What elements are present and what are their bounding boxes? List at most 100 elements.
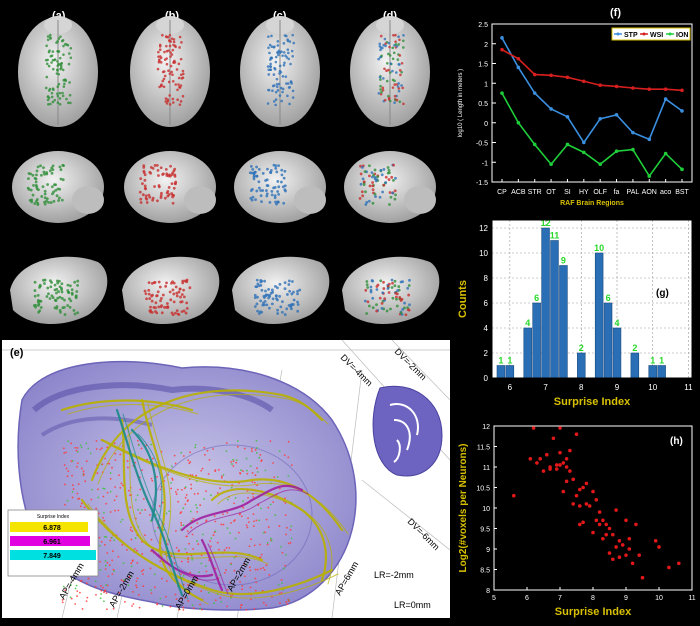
projection-dot [61, 601, 64, 604]
projection-dot [76, 450, 79, 453]
projection-dot [105, 536, 108, 538]
projection-dot [65, 451, 68, 454]
projection-dot [290, 464, 293, 467]
bar-value-label: 1 [507, 356, 512, 366]
projection-dot [111, 559, 114, 562]
projection-dot [226, 498, 229, 501]
scatter-point [657, 545, 661, 549]
y-tick-label: 2 [484, 349, 489, 358]
projection-dot [218, 548, 220, 551]
projection-dot [219, 597, 222, 599]
axon-fiber [107, 443, 349, 535]
projection-dot [193, 580, 195, 583]
projection-dot [134, 498, 137, 501]
projection-dot [269, 503, 272, 506]
panel-label-e: (e) [10, 347, 24, 359]
projection-dot [74, 446, 77, 449]
projection-dot [103, 591, 105, 594]
projection-dot [114, 452, 116, 455]
inset-bar [10, 522, 88, 532]
projection-dot [254, 568, 257, 571]
projection-dot [223, 549, 226, 552]
axon-fiber [127, 423, 269, 565]
projection-dot [245, 563, 248, 566]
projection-dot [114, 509, 116, 512]
projection-dot [287, 475, 290, 477]
projection-dot [97, 488, 99, 491]
projection-dot [80, 446, 83, 449]
projection-dot [209, 545, 212, 548]
scatter-point [571, 477, 575, 482]
projection-dot [194, 443, 197, 446]
projection-dot [230, 486, 233, 489]
scatter-point [541, 469, 546, 473]
projection-dot [104, 568, 107, 570]
projection-dot [270, 537, 272, 540]
x-tick-label: OLF [593, 189, 607, 196]
scatter-point [581, 485, 585, 490]
projection-dot [260, 553, 263, 556]
projection-dot [182, 507, 185, 510]
projection-dot [76, 590, 79, 593]
projection-dot [123, 579, 126, 581]
scatter-point [564, 479, 569, 484]
surprise-index-inset: Surprise Index 6.878 6.961 7.849 [7, 509, 99, 577]
bar-value-label: 4 [525, 318, 530, 328]
x-tick-label: 7 [543, 383, 548, 392]
projection-dot [67, 440, 70, 443]
y-tick-label: 8.5 [480, 568, 490, 575]
projection-dot [249, 569, 252, 572]
projection-dot [89, 452, 92, 455]
projection-dot [237, 531, 240, 534]
projection-dot [253, 520, 255, 523]
projection-dot [204, 565, 207, 567]
projection-dot [242, 506, 245, 509]
projection-dot [108, 462, 111, 465]
projection-dot [126, 549, 128, 551]
scatter-point [568, 448, 572, 453]
bar-value-label: 11 [550, 231, 560, 241]
projection-dot [167, 473, 169, 476]
y-tick-label: -0.5 [476, 141, 488, 148]
projection-dot [102, 586, 104, 589]
projection-dot [201, 608, 203, 611]
projection-dot [182, 455, 185, 457]
data-point-ion [598, 162, 602, 167]
projection-dot [152, 457, 154, 460]
projection-dot [105, 502, 108, 505]
data-point-wsi [680, 88, 684, 93]
scatter-point [548, 467, 552, 471]
projection-dot [173, 562, 176, 564]
projection-dot [150, 538, 153, 541]
projection-dot [153, 586, 156, 589]
projection-dot [196, 579, 199, 582]
projection-dot [62, 447, 65, 450]
projection-dot [267, 526, 270, 528]
projection-dot [114, 486, 117, 488]
y-tick-label: 1 [484, 81, 488, 88]
panel-g-histogram: 0 2 4 6 8 10 12 6 7 8 9 10 11 1 1 4 6 12 11 9 2 10 6 4 2 1 1 (g) Sur… [452, 208, 700, 408]
plot-area [492, 220, 692, 378]
y-tick-label: 10 [482, 506, 490, 513]
projection-dot [113, 570, 115, 573]
projection-dot [213, 531, 216, 534]
projection-dot [178, 608, 180, 611]
projection-dot [277, 583, 280, 586]
scatter-point [617, 555, 622, 559]
projection-dot [138, 593, 140, 596]
projection-dot [249, 598, 252, 601]
projection-dot [140, 509, 143, 512]
projection-dot [85, 460, 88, 463]
projection-dot [259, 567, 262, 570]
histogram-bar [496, 365, 506, 379]
x-axis-label: RAF Brain Regions [560, 200, 624, 207]
axon-fiber [187, 489, 309, 535]
projection-dot [243, 563, 246, 566]
bar-value-label: 6 [606, 293, 611, 303]
projection-dot [254, 589, 257, 592]
projection-dot [278, 592, 281, 595]
scatter-point [614, 508, 618, 512]
projection-dot [115, 495, 118, 498]
projection-dot [234, 496, 237, 499]
y-tick-label: 11 [483, 465, 490, 472]
